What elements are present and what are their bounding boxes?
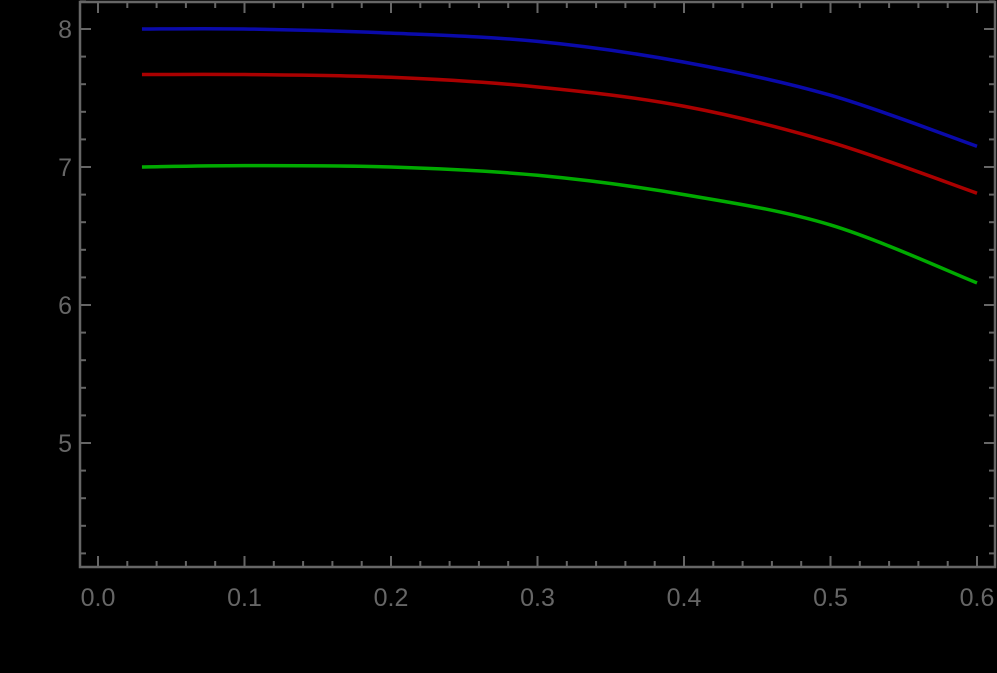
red-curve-line (141, 72, 978, 195)
y-tick-label: 6 (58, 292, 72, 320)
x-tick-label: 0.4 (667, 584, 702, 612)
green-curve-line (141, 163, 978, 285)
x-tick-label: 0.5 (813, 584, 848, 612)
y-tick-label: 7 (58, 154, 72, 182)
x-tick-label: 0.0 (81, 584, 116, 612)
x-tick-label: 0.1 (227, 584, 262, 612)
x-axis-tick-labels: 0.0 0.1 0.2 0.3 0.4 0.5 0.6 (81, 584, 995, 612)
x-tick-label: 0.2 (374, 584, 409, 612)
y-tick-label: 8 (58, 16, 72, 44)
y-axis-tick-labels: 5 6 7 8 (58, 16, 72, 458)
x-tick-label: 0.6 (960, 584, 995, 612)
x-tick-label: 0.3 (520, 584, 555, 612)
data-series (141, 26, 978, 285)
axis-ticks (80, 0, 995, 567)
blue-curve-line (141, 26, 978, 148)
y-tick-label: 5 (58, 430, 72, 458)
